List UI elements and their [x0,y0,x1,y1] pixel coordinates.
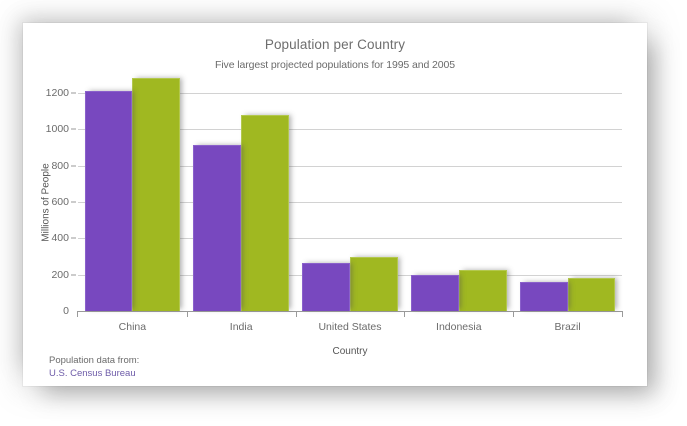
x-tick-mark [404,311,406,317]
chart-title: Population per Country [264,37,406,52]
y-tick-mark [71,237,76,239]
plot-area: 0 200 400 600 800 1000 1200 China India United S… [46,78,623,333]
y-tick-mark [71,165,76,167]
bar-united-states-1995[interactable] [302,262,350,311]
x-tick-label-united-states: United States [318,321,382,333]
footnote-label: Population data from: [49,355,140,366]
bar-india-1995[interactable] [193,144,242,311]
gridline [78,202,622,203]
y-tick-mark [71,92,76,94]
x-tick-mark [513,311,515,317]
origin-corner [77,311,84,317]
bar-china-1995[interactable] [84,91,133,311]
x-axis-title: Country [332,346,368,357]
x-tick-label-china: China [118,321,147,333]
y-tick-label: 1200 [45,87,69,99]
bar-indonesia-2005[interactable] [458,269,507,311]
y-axis-title-text: Millions of People [40,162,52,242]
x-tick-label-indonesia: Indonesia [436,321,482,333]
gridline [78,311,622,312]
bar-brazil-1995[interactable] [519,281,568,311]
y-tick-label: 0 [63,305,69,317]
bar-united-states-2005[interactable] [350,257,398,311]
x-tick-mark [295,311,297,317]
x-tick-mark [186,311,188,317]
y-tick-label: 600 [51,196,69,208]
y-tick-label: 400 [51,232,69,245]
x-tick-label-brazil: Brazil [554,321,581,333]
bar-indonesia-1995[interactable] [410,275,459,311]
x-tick-mark [622,311,623,317]
y-tick-mark [71,274,76,276]
gridline [78,165,622,167]
footnote-source-link[interactable]: U.S. Census Bureau [49,368,136,379]
footnote: Population data from: U.S. Census Bureau [49,354,139,380]
chart-subtitle: Five largest projected populations for 1… [215,59,455,71]
gridline [78,238,622,240]
y-tick-label: 200 [51,268,69,281]
y-tick-label: 1000 [45,123,69,136]
gridline [78,129,622,131]
chart-card: Population per Country Five largest proj… [23,23,647,386]
gridline [78,93,622,94]
y-tick-label: 800 [51,159,69,172]
bar-india-2005[interactable] [241,114,290,311]
bar-china-2005[interactable] [132,78,181,311]
y-tick-mark [71,128,76,130]
bar-brazil-2005[interactable] [567,278,616,311]
y-tick-mark [71,201,76,203]
x-tick-label-india: India [229,321,253,333]
